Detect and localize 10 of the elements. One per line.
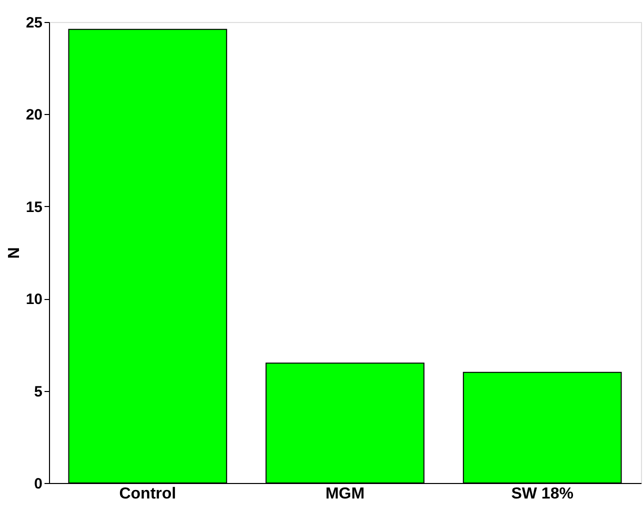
y-axis-title: N xyxy=(6,247,23,259)
x-tick-label: MGM xyxy=(325,486,365,502)
y-tick-label: 5 xyxy=(34,383,42,400)
x-tick-label: SW 18% xyxy=(511,486,574,502)
y-tick-label: 15 xyxy=(26,198,42,216)
x-tick-label: Control xyxy=(119,486,176,502)
y-tick-label: 20 xyxy=(26,106,42,124)
y-tick-label: 0 xyxy=(34,476,42,492)
y-tick-label: 10 xyxy=(26,291,42,308)
y-tick-label: 25 xyxy=(26,14,42,32)
